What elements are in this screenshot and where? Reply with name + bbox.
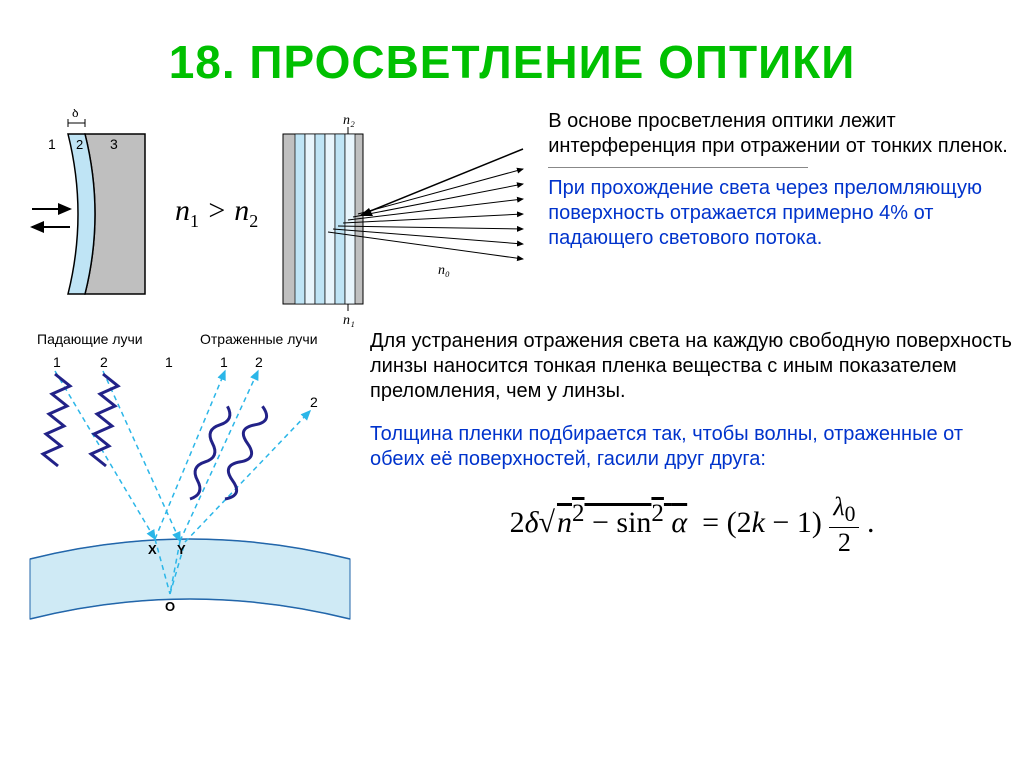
row-bottom: Падающие лучи Отраженные лучи 1 2 1 1 2 …: [0, 329, 1024, 639]
para-film: Для устранения отражения света на каждую…: [370, 329, 1014, 404]
r1a: 1: [165, 354, 173, 370]
i1: 1: [53, 354, 61, 370]
para-4percent: При прохождение света через преломляющую…: [548, 176, 1014, 251]
interference-diagram: Падающие лучи Отраженные лучи 1 2 1 1 2 …: [25, 329, 355, 639]
n0-label: n₀: [438, 263, 450, 278]
delta-label: δ: [72, 109, 79, 121]
multilayer-diagram: n₂ n₁ n₀: [273, 109, 528, 329]
page-title: 18. ПРОСВЕТЛЕНИЕ ОПТИКИ: [0, 0, 1024, 109]
para-thickness: Толщина пленки подбирается так, чтобы во…: [370, 422, 1014, 472]
lens-region-3: 3: [110, 136, 118, 152]
row-top: δ 1 2 3 n1 > n2 n₂ n₁: [0, 109, 1024, 329]
incident-label: Падающие лучи: [37, 331, 143, 347]
r2a: 2: [255, 354, 263, 370]
n1-label: n₁: [343, 313, 355, 328]
n2-label: n₂: [343, 113, 355, 128]
y-label: Y: [177, 542, 186, 557]
i2: 2: [100, 354, 108, 370]
r1b: 1: [220, 354, 228, 370]
right-column: В основе просветления оптики лежит интер…: [538, 109, 1014, 251]
inequality: n1 > n2: [175, 194, 258, 232]
lens-region-2: 2: [76, 137, 83, 152]
divider: [548, 167, 808, 168]
formula: 2δ√n2 − sin2 α = (2k − 1) λ02 .: [370, 492, 1014, 558]
bottom-text-column: Для устранения отражения света на каждую…: [370, 329, 1014, 558]
x-label: X: [148, 542, 157, 557]
o-label: O: [165, 599, 175, 614]
para-basis: В основе просветления оптики лежит интер…: [548, 109, 1014, 159]
reflected-label: Отраженные лучи: [200, 331, 318, 347]
lens-coating-diagram: δ 1 2 3: [30, 109, 160, 319]
r2b: 2: [310, 394, 318, 410]
lens-region-1: 1: [48, 136, 56, 152]
